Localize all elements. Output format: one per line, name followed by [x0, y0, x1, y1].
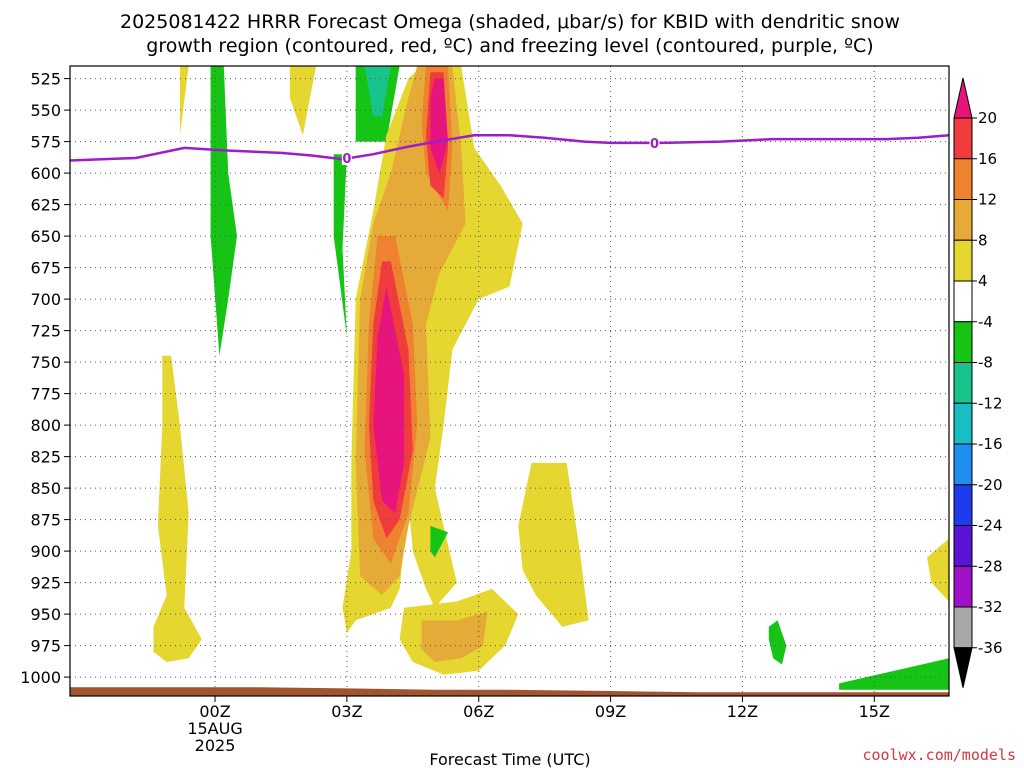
omega-region-4	[179, 66, 189, 136]
x-tick-label: 15AUG	[187, 719, 242, 738]
colorbar-box	[953, 199, 973, 241]
x-tick-label: 00Z	[199, 702, 230, 721]
y-tick-label: 850	[30, 479, 61, 498]
omega-region-4	[153, 355, 202, 662]
y-tick-label: 925	[30, 574, 61, 593]
chart-title-line2: growth region (contoured, red, ºC) and f…	[146, 35, 873, 57]
colorbar-box	[953, 443, 973, 486]
omega-region--4	[768, 620, 787, 665]
colorbar-box	[953, 239, 973, 282]
grid-lines	[70, 66, 949, 696]
colorbar-box	[953, 280, 973, 323]
colorbar-label: -36	[978, 639, 1003, 657]
y-tick-label: 650	[30, 227, 61, 246]
colorbar-box	[953, 525, 973, 567]
colorbar-label: -12	[978, 394, 1003, 412]
colorbar-label: 16	[978, 150, 997, 168]
credit-text: coolwx.com/models	[862, 746, 1016, 764]
colorbar-label: -16	[978, 435, 1003, 453]
y-tick-label: 550	[30, 101, 61, 120]
x-tick-label: 03Z	[331, 702, 362, 721]
freezing-level-layer: 00	[69, 134, 950, 167]
omega-region-8	[421, 611, 488, 662]
colorbar-label: -32	[978, 598, 1003, 616]
colorbar-label: -4	[978, 313, 993, 331]
y-tick-label: 775	[30, 385, 61, 404]
y-tick-label: 725	[30, 322, 61, 341]
y-tick-label: 575	[30, 133, 61, 152]
colorbar-label: -8	[978, 354, 993, 372]
colorbar-box	[953, 158, 973, 200]
y-tick-label: 800	[30, 416, 61, 435]
freezing-level-label: 0	[342, 152, 351, 167]
colorbar-box	[953, 606, 973, 649]
chart-title-line1: 2025081422 HRRR Forecast Omega (shaded, …	[120, 11, 900, 33]
omega-region-4	[289, 66, 317, 136]
freezing-level-line	[69, 134, 950, 162]
omega-region--4	[333, 154, 347, 337]
x-tick-label: 09Z	[595, 702, 626, 721]
colorbar-box	[953, 362, 973, 404]
y-tick-label: 675	[30, 259, 61, 278]
x-tick-label: 2025	[195, 736, 236, 755]
colorbar-label: -20	[978, 476, 1003, 494]
omega-region-4	[518, 462, 589, 627]
omega-region--8	[364, 66, 391, 117]
y-tick-label: 625	[30, 196, 61, 215]
y-tick-label: 600	[30, 164, 61, 183]
y-tick-label: 1000	[20, 668, 61, 687]
omega-region--4	[430, 525, 448, 558]
omega-fills	[153, 66, 949, 690]
omega-region-4	[927, 538, 949, 602]
y-tick-label: 975	[30, 637, 61, 656]
colorbar-label: 8	[978, 231, 988, 249]
terrain-layer	[70, 687, 949, 696]
colorbar-label: 12	[978, 191, 997, 209]
y-tick-label: 875	[30, 511, 61, 530]
x-axis-label: Forecast Time (UTC)	[429, 750, 590, 768]
omega-region-20	[430, 78, 448, 174]
y-tick-label: 525	[30, 70, 61, 89]
colorbar: 20 16 12 8 4 -4 -8 -12 -16 -20 -24 -28 -32 -36	[953, 77, 1003, 688]
omega-region--4	[839, 658, 949, 690]
colorbar-label: -28	[978, 557, 1003, 575]
colorbar-label: 4	[978, 272, 988, 290]
x-tick-label: 12Z	[727, 702, 758, 721]
freezing-label-bg	[341, 149, 352, 165]
colorbar-label: -24	[978, 517, 1003, 535]
freezing-label-bg	[649, 134, 660, 150]
colorbar-label: 20	[978, 109, 997, 127]
y-tick-label: 750	[30, 353, 61, 372]
colorbar-top-arrow	[953, 77, 973, 119]
colorbar-box	[953, 117, 973, 160]
colorbar-box	[953, 321, 973, 363]
plot-frame	[69, 65, 950, 697]
x-tick-label: 06Z	[463, 702, 494, 721]
y-tick-label: 950	[30, 605, 61, 624]
y-tick-label: 900	[30, 542, 61, 561]
colorbar-box	[953, 484, 973, 526]
y-axis: 525 550 575 600 625 650 675 700 725 750 775 800 825 8…	[20, 70, 70, 687]
omega-region--4	[210, 66, 237, 356]
terrain-band	[70, 687, 949, 696]
colorbar-bottom-arrow	[953, 647, 973, 688]
colorbar-box	[953, 402, 973, 445]
x-tick-label: 15Z	[859, 702, 890, 721]
y-tick-label: 825	[30, 448, 61, 467]
freezing-level-label: 0	[650, 137, 659, 152]
y-tick-label: 700	[30, 290, 61, 309]
colorbar-box	[953, 565, 973, 608]
